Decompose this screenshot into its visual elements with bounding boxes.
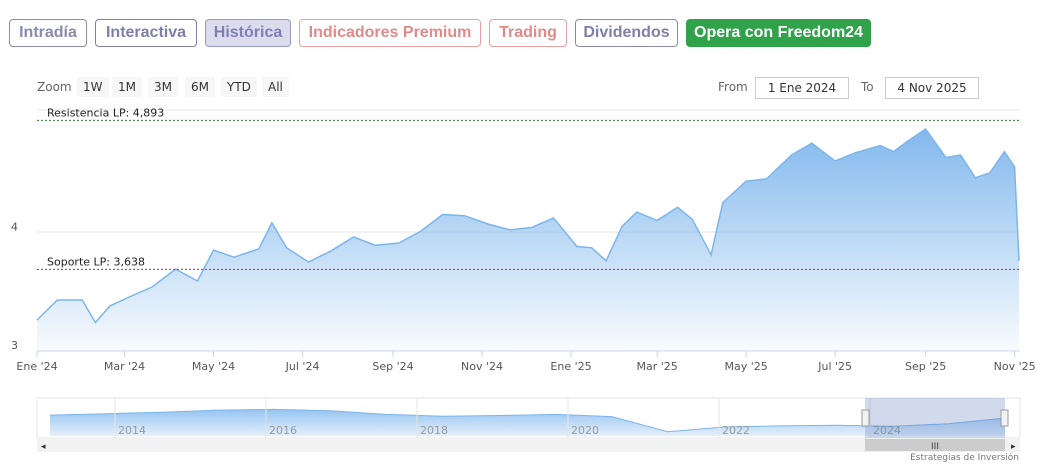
- x-tick-label-1: Mar '24: [104, 360, 145, 373]
- navigator-left-handle: [861, 409, 870, 427]
- range-button-all[interactable]: All: [262, 77, 289, 97]
- scrollbar-grip: III: [931, 442, 939, 452]
- x-tick-label-8: May '25: [725, 360, 768, 373]
- x-tick-label-11: Nov '25: [994, 360, 1036, 373]
- navigator-right-handle: [1000, 409, 1009, 427]
- y-tick-label-0: 3: [11, 339, 18, 352]
- range-button-6m[interactable]: 6M: [185, 77, 215, 97]
- tab-historica[interactable]: Histórica: [205, 19, 291, 47]
- scroll-left-arrow: ◂: [41, 442, 46, 452]
- price-area: [37, 129, 1019, 351]
- price-line: [36, 127, 1020, 324]
- x-tick-label-10: Sep '25: [905, 360, 946, 373]
- annotation-label-1: Soporte LP: 3,638: [47, 255, 145, 268]
- x-tick-label-5: Nov '24: [461, 360, 503, 373]
- tab-trading[interactable]: Trading: [489, 19, 567, 47]
- range-button-ytd[interactable]: YTD: [221, 77, 257, 97]
- scrollbar-thumb: [865, 439, 1005, 451]
- navigator-selection: [865, 398, 1005, 438]
- x-tick-label-7: Mar '25: [636, 360, 677, 373]
- navigator-year-label-1: 2016: [269, 424, 297, 437]
- x-tick-label-6: Ene '25: [550, 360, 591, 373]
- to-label: To: [861, 80, 874, 94]
- navigator-frame: [36, 397, 1021, 439]
- navigator-line: [49, 408, 1006, 433]
- tab-intradia[interactable]: Intradía: [9, 19, 87, 47]
- navigator-year-label-5: 2024: [873, 424, 901, 437]
- from-date-input[interactable]: 1 Ene 2024: [755, 77, 849, 99]
- range-button-1w[interactable]: 1W: [77, 77, 109, 97]
- credit-text: Estrategias de Inversión: [910, 453, 1019, 463]
- navigator-year-label-4: 2022: [722, 424, 750, 437]
- range-button-1m[interactable]: 1M: [112, 77, 142, 97]
- navigator-year-label-0: 2014: [118, 424, 146, 437]
- y-tick-label-1: 4: [11, 220, 18, 233]
- tab-interactiva[interactable]: Interactiva: [95, 19, 197, 47]
- to-date-input[interactable]: 4 Nov 2025: [885, 77, 979, 99]
- tab-indicadores-premium[interactable]: Indicadores Premium: [299, 19, 481, 47]
- scrollbar-track: [37, 438, 1020, 452]
- range-button-3m[interactable]: 3M: [148, 77, 178, 97]
- x-tick-label-3: Jul '24: [285, 360, 320, 373]
- x-tick-label-4: Sep '24: [372, 360, 413, 373]
- zoom-label: Zoom: [37, 80, 72, 94]
- tab-dividendos[interactable]: Dividendos: [575, 19, 678, 47]
- navigator-year-label-3: 2020: [571, 424, 599, 437]
- x-tick-label-2: May '24: [192, 360, 235, 373]
- x-tick-label-0: Ene '24: [16, 360, 57, 373]
- from-label: From: [718, 80, 748, 94]
- freedom24-button[interactable]: Opera con Freedom24: [686, 19, 871, 47]
- x-tick-label-9: Jul '25: [817, 360, 852, 373]
- scroll-right-arrow: ▸: [1011, 442, 1016, 452]
- navigator-area: [50, 409, 1005, 436]
- navigator-year-label-2: 2018: [420, 424, 448, 437]
- annotation-label-0: Resistencia LP: 4,893: [47, 106, 164, 119]
